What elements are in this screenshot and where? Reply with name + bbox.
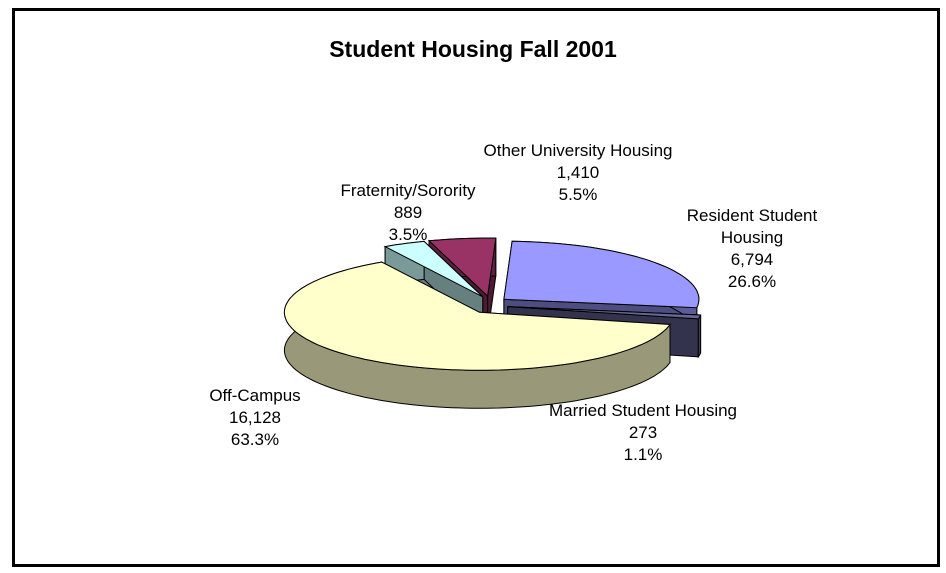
- data-label: Other University Housing 1,410 5.5%: [483, 140, 673, 206]
- data-label: Fraternity/Sorority 889 3.5%: [313, 180, 503, 246]
- slice-name: Fraternity/Sorority: [340, 181, 476, 200]
- slice-value: 6,794: [730, 250, 774, 269]
- slice-value: 16,128: [229, 408, 281, 427]
- slice-value: 26.6%: [727, 272, 777, 291]
- slice: [427, 237, 497, 298]
- slice-name: Resident Student Housing: [686, 206, 818, 247]
- slice-wall: [697, 314, 702, 359]
- slice-name: Married Student Housing: [548, 401, 738, 420]
- slice-value: 273: [628, 423, 658, 442]
- slice: [283, 261, 671, 371]
- slice: [503, 240, 700, 309]
- slice-name: Other University Housing: [483, 141, 673, 160]
- slice-value: 889: [393, 203, 423, 222]
- slice-value: 1,410: [556, 163, 600, 182]
- data-label: Off-Campus 16,128 63.3%: [160, 385, 350, 451]
- slice-name: Off-Campus: [209, 386, 301, 405]
- chart-title: Student Housing Fall 2001: [329, 36, 617, 62]
- slice-value: 63.3%: [230, 430, 280, 449]
- slice-value: 1.1%: [623, 445, 663, 464]
- data-label: Resident Student Housing 6,794 26.6%: [657, 205, 847, 293]
- slice-value: 3.5%: [388, 225, 428, 244]
- data-label: Married Student Housing 273 1.1%: [548, 400, 738, 466]
- slice: [507, 306, 702, 320]
- chart-frame: [12, 8, 940, 567]
- slice-value: 5.5%: [558, 185, 598, 204]
- slice: [383, 240, 484, 298]
